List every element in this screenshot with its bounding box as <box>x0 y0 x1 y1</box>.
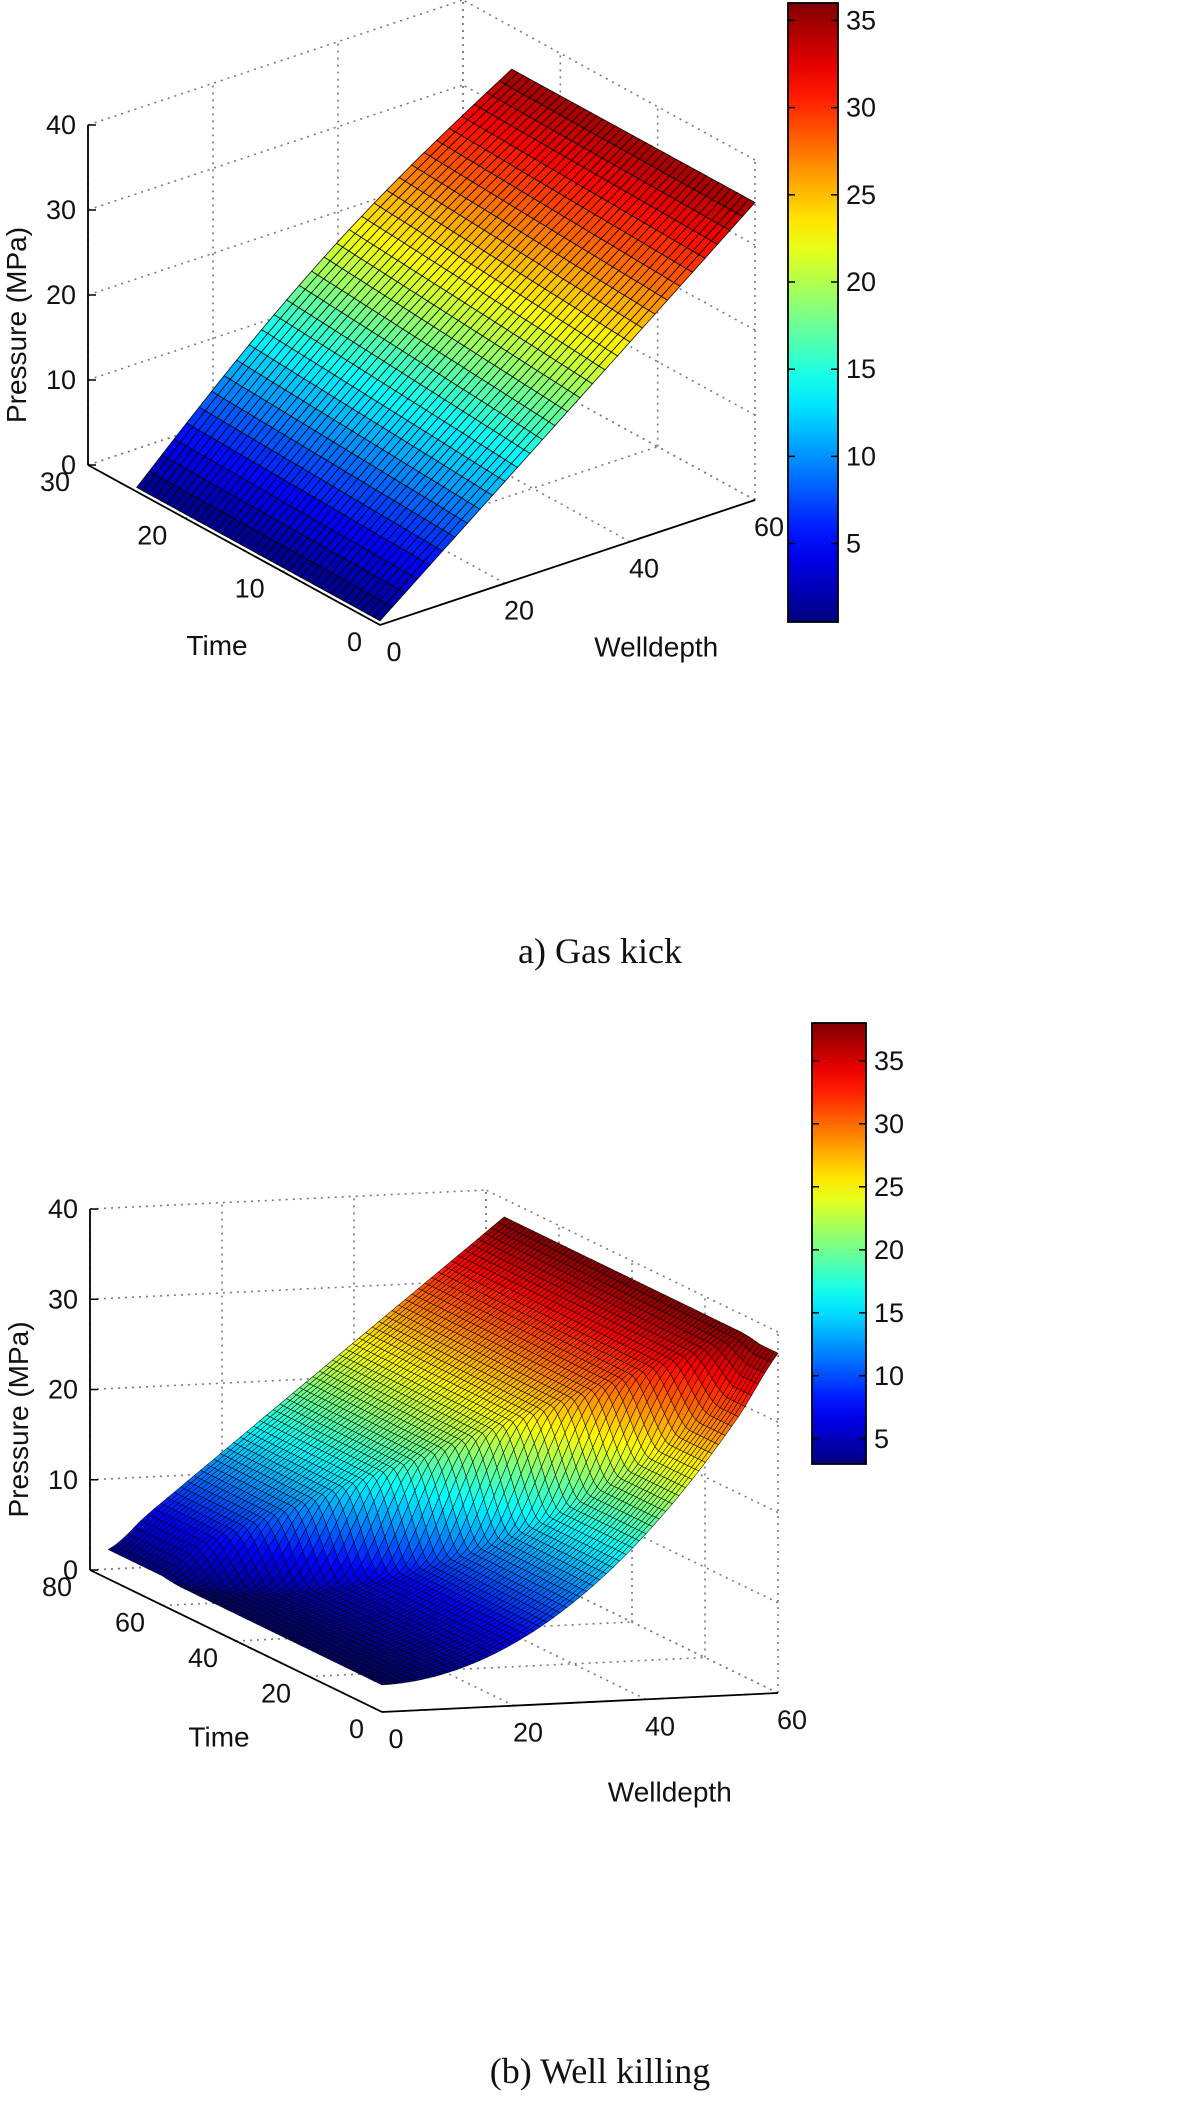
y-axis-label: Time <box>186 630 247 661</box>
x-tick-label: 40 <box>629 554 659 584</box>
colorbar-tick-label: 10 <box>846 441 876 471</box>
gas-kick-caption: a) Gas kick <box>518 931 682 971</box>
x-tick-label: 0 <box>386 637 401 667</box>
pressure-surface <box>107 1216 779 1686</box>
x-tick-label: 20 <box>504 595 534 625</box>
floor-grid-line <box>308 1656 706 1678</box>
back-wall-grid-line <box>89 1189 487 1210</box>
y-tick-label: 0 <box>347 627 362 657</box>
gas-kick-panel: 0 10 20 30 40 0 10 20 30 0 20 40 60 Pressure (MPa) Tim… <box>0 0 1200 1010</box>
x-tick-label: 60 <box>754 512 784 542</box>
x-axis-line <box>381 1692 779 1713</box>
well-killing-panel: 0 10 20 30 40 0 20 40 60 80 0 20 40 60 Pressure (MPa) T… <box>0 1010 1200 2115</box>
z-tick-label: 0 <box>61 450 76 480</box>
x-axis-line <box>379 499 756 626</box>
z-axis-label: Pressure (MPa) <box>1 227 32 423</box>
right-wall-grid-line <box>485 1550 779 1694</box>
y-tick-label: 30 <box>40 467 70 497</box>
pressure-surface <box>136 68 756 622</box>
y-tick-label: 20 <box>137 520 167 550</box>
colorbar-tick-label: 25 <box>846 180 876 210</box>
back-wall-grid-line <box>89 1279 487 1301</box>
z-tick-label: 20 <box>46 280 76 310</box>
z-tick-label: 30 <box>46 195 76 225</box>
back-wall-grid-line <box>87 0 464 126</box>
y-axis-line <box>87 464 381 626</box>
colorbar-tick-label: 20 <box>846 267 876 297</box>
right-wall-grid-line <box>485 1189 779 1333</box>
colorbar-tick-label: 30 <box>846 93 876 123</box>
back-wall-grid-line <box>87 84 464 211</box>
z-tick-label: 10 <box>46 365 76 395</box>
x-axis-label: Welldepth <box>594 631 718 662</box>
colorbar-tick-label: 5 <box>846 529 861 559</box>
z-tick-label: 40 <box>46 110 76 140</box>
y-axis-line <box>89 1569 383 1713</box>
y-tick-label: 10 <box>235 574 265 604</box>
colorbar-tick-label: 35 <box>846 5 876 35</box>
surface-cell <box>735 198 756 217</box>
colorbar <box>787 2 839 623</box>
floor-grid-line <box>235 1621 633 1642</box>
colorbar-tick-label: 15 <box>846 354 876 384</box>
